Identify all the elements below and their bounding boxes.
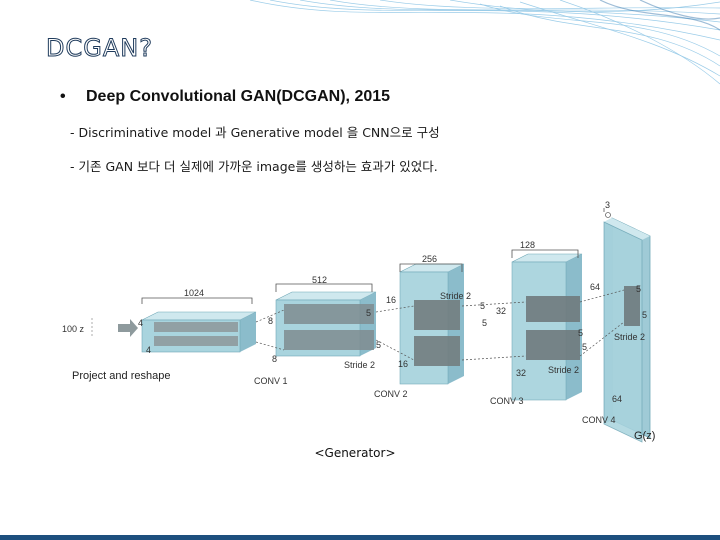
dim-1024: 1024 bbox=[184, 288, 204, 298]
project-volume bbox=[141, 311, 257, 353]
dimension-brackets bbox=[141, 208, 605, 304]
dim-16-bottom: 16 bbox=[398, 359, 408, 369]
conv1-volume bbox=[275, 291, 377, 357]
dim-256: 256 bbox=[422, 254, 437, 264]
dim-512: 512 bbox=[312, 275, 327, 285]
conv3-volume bbox=[511, 253, 583, 401]
slide-title: DCGAN? bbox=[46, 34, 153, 63]
dim-128: 128 bbox=[520, 240, 535, 250]
input-node bbox=[605, 212, 611, 218]
kernel-label: 5 bbox=[376, 340, 381, 350]
conv2-volume bbox=[399, 263, 465, 385]
sub-item: - Discriminative model 과 Generative mode… bbox=[70, 125, 440, 140]
sub-item: - 기존 GAN 보다 더 실제에 가까운 image를 생성하는 효과가 있었… bbox=[70, 159, 438, 174]
conv4-label: CONV 4 bbox=[582, 415, 616, 425]
stride-label: Stride 2 bbox=[344, 360, 375, 370]
kernel-label: 5 bbox=[366, 308, 371, 318]
conv4-volume bbox=[603, 217, 651, 443]
connection-lines bbox=[255, 289, 625, 361]
dim-8-left: 8 bbox=[268, 316, 273, 326]
dim-8-bottom: 8 bbox=[272, 354, 277, 364]
dim-32-bottom: 32 bbox=[516, 368, 526, 378]
project-label: Project and reshape bbox=[72, 370, 170, 382]
conv2-label: CONV 2 bbox=[374, 389, 408, 399]
kernel-label: 5 bbox=[482, 318, 487, 328]
conv4-kernel bbox=[624, 286, 640, 326]
kernel-label: 5 bbox=[636, 284, 641, 294]
input-label: 100 z bbox=[62, 324, 85, 334]
bullet-item: • Deep Convolutional GAN(DCGAN), 2015 bbox=[60, 88, 390, 106]
dim-4-top: 4 bbox=[138, 318, 143, 328]
stride-label: Stride 2 bbox=[614, 332, 645, 342]
stride-label: Stride 2 bbox=[548, 365, 579, 375]
dim-3: 3 bbox=[605, 200, 610, 210]
dim-4-bottom: 4 bbox=[146, 345, 151, 355]
conv3-label: CONV 3 bbox=[490, 396, 524, 406]
bottom-accent-bar bbox=[0, 535, 720, 540]
kernel-label: 5 bbox=[480, 301, 485, 311]
output-label: G(z) bbox=[634, 430, 655, 442]
figure-caption: <Generator> bbox=[314, 446, 396, 460]
kernel-label: 5 bbox=[578, 328, 583, 338]
conv1-label: CONV 1 bbox=[254, 376, 288, 386]
bullet-dot: • bbox=[60, 88, 66, 105]
dim-32-left: 32 bbox=[496, 306, 506, 316]
input-arrow bbox=[91, 318, 138, 338]
kernel-label: 5 bbox=[582, 342, 587, 352]
dim-64-bottom: 64 bbox=[612, 394, 622, 404]
stride-label: Stride 2 bbox=[440, 291, 471, 301]
bullet-text: Deep Convolutional GAN(DCGAN), 2015 bbox=[86, 88, 391, 105]
dim-64-top: 64 bbox=[590, 282, 600, 292]
kernel-label: 5 bbox=[642, 310, 647, 320]
dim-16-top: 16 bbox=[386, 295, 396, 305]
